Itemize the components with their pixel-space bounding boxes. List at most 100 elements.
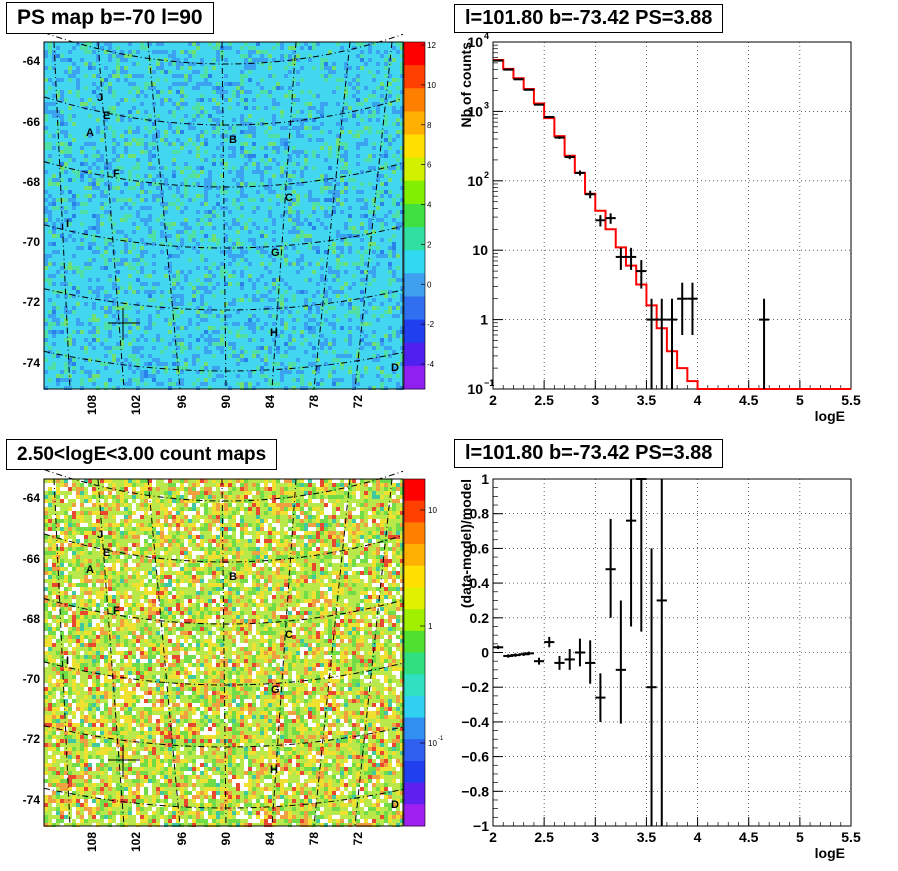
map-pixel [200,74,204,78]
map-pixel [356,134,360,138]
map-frame [43,41,404,390]
map-pixel [360,507,364,511]
map-pixel [116,583,120,587]
map-pixel [356,198,360,202]
map-pixel [220,539,224,543]
map-pixel [228,262,232,266]
map-pixel [332,314,336,318]
map-pixel [328,587,332,591]
map-pixel [380,202,384,206]
map-pixel [224,611,228,615]
map-pixel [272,86,276,90]
map-pixel [256,555,260,559]
map-pixel [196,503,200,507]
map-pixel [388,555,392,559]
map-pixel [156,370,160,374]
map-pixel [64,603,68,607]
map-pixel [140,583,144,587]
map-pixel [188,523,192,527]
map-pixel [324,198,328,202]
map-pixel [200,114,204,118]
map-pixel [116,386,120,390]
map-pixel [280,603,284,607]
map-pixel [140,507,144,511]
map-pixel [124,78,128,82]
map-pixel [200,551,204,555]
map-pixel [232,607,236,611]
map-pixel [216,110,220,114]
map-pixel [224,487,228,491]
map-pixel [336,559,340,563]
map-pixel [148,206,152,210]
map-pixel [196,531,200,535]
map-pixel [240,258,244,262]
map-pixel [88,246,92,250]
map-pixel [72,114,76,118]
map-pixel [244,106,248,110]
map-pixel [192,114,196,118]
map-pixel [184,543,188,547]
map-pixel [64,270,68,274]
map-pixel [108,306,112,310]
map-pixel [320,519,324,523]
map-pixel [80,150,84,154]
map-pixel [88,587,92,591]
map-pixel [344,270,348,274]
map-pixel [144,46,148,50]
map-pixel [312,543,316,547]
map-pixel [200,607,204,611]
map-pixel [116,507,120,511]
map-pixel [292,222,296,226]
map-pixel [60,567,64,571]
map-pixel [236,539,240,543]
map-pixel [68,134,72,138]
colorbar-cell [404,111,425,136]
map-pixel [280,318,284,322]
map-pixel [216,555,220,559]
map-pixel [188,322,192,326]
map-pixel [340,210,344,214]
map-pixel [360,170,364,174]
map-pixel [204,278,208,282]
map-pixel [304,338,308,342]
map-pixel [180,182,184,186]
map-pixel [48,146,52,150]
map-pixel [120,535,124,539]
map-pixel [184,178,188,182]
map-pixel [400,186,404,190]
map-pixel [128,575,132,579]
map-pixel [328,146,332,150]
map-pixel [264,583,268,587]
map-pixel [292,230,296,234]
map-pixel [336,495,340,499]
map-pixel [44,386,48,390]
map-pixel [280,491,284,495]
map-pixel [280,370,284,374]
map-pixel [184,274,188,278]
map-pixel [196,102,200,106]
map-pixel [48,326,52,330]
map-pixel [264,487,268,491]
map-pixel [220,250,224,254]
map-pixel [232,218,236,222]
map-pixel [180,242,184,246]
map-pixel [68,78,72,82]
map-pixel [216,543,220,547]
map-pixel [224,591,228,595]
map-pixel [188,607,192,611]
map-pixel [112,150,116,154]
map-pixel [136,543,140,547]
map-pixel [348,511,352,515]
map-pixel [116,519,120,523]
map-pixel [380,531,384,535]
map-pixel [360,515,364,519]
map-pixel [52,515,56,519]
map-pixel [340,326,344,330]
map-pixel [120,603,124,607]
map-pixel [148,150,152,154]
map-pixel [72,310,76,314]
map-pixel [268,186,272,190]
map-pixel [188,615,192,619]
map-pixel [128,286,132,290]
map-pixel [356,507,360,511]
